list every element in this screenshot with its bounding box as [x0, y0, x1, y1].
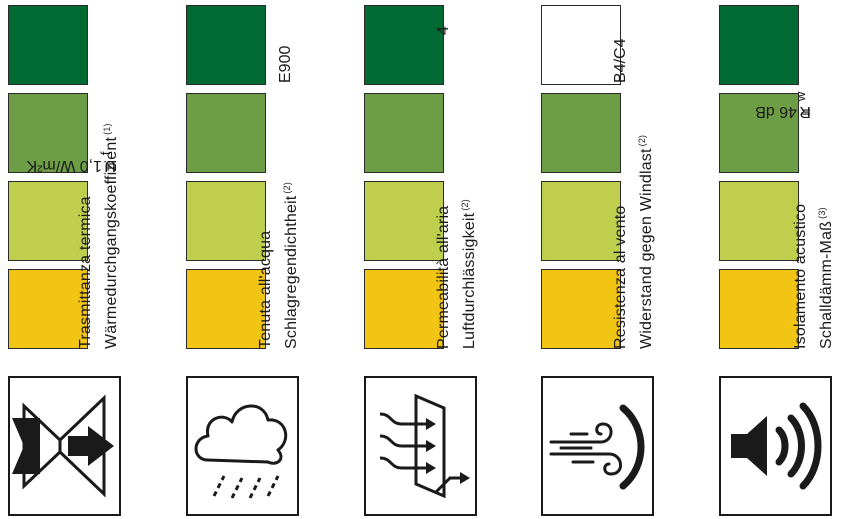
footnote-marker: (3): [817, 207, 827, 219]
value-label: B4/C4: [612, 38, 629, 83]
rating-swatch-4: [8, 269, 88, 349]
rating-swatch-3: [364, 181, 444, 261]
rating-column-air: 4 Permeabilità all'aria Luftdurchlässigk…: [356, 0, 496, 519]
rain-cloud-icon: [186, 376, 299, 516]
rating-column-wind: B4/C4 Resistenza al vento Widerstand geg…: [533, 0, 673, 519]
rating-swatch-1: [186, 5, 266, 85]
rating-swatch-4: [541, 269, 621, 349]
rating-swatch-1: [541, 5, 621, 85]
label-italian: Resistenza al vento: [612, 205, 629, 349]
label-italian: Tenuta all'acqua: [257, 230, 274, 349]
label-german: Luftdurchlässigkeit: [461, 212, 478, 349]
label-italian: Permeabilità all'aria: [435, 205, 452, 349]
rating-swatch-2: [8, 93, 88, 173]
rating-swatch-3: [8, 181, 88, 261]
rating-swatch-4: [186, 269, 266, 349]
rating-swatch-2: [541, 93, 621, 173]
value-label: 4: [435, 26, 452, 35]
rating-swatch-2: [186, 93, 266, 173]
property-label: Resistenza al vento Widerstand gegen Win…: [611, 135, 655, 349]
rating-swatch-2: [364, 93, 444, 173]
footnote-marker: (1): [102, 123, 112, 135]
thermal-transmittance-icon: [8, 376, 121, 516]
label-german: Widerstand gegen Windlast: [638, 148, 655, 349]
rating-swatch-2: [719, 93, 799, 173]
rating-swatch-4: [364, 269, 444, 349]
footnote-marker: (2): [637, 134, 647, 147]
property-label: Permeabilità all'aria Luftdurchlässigkei…: [434, 199, 478, 349]
rating-swatch-4: [719, 269, 799, 349]
rating-column-water: E900 Tenuta all'acqua Schlagregendichthe…: [178, 0, 318, 519]
air-permeability-icon: [364, 376, 477, 516]
label-italian: Trasmittanza termica: [77, 196, 94, 349]
rating-swatch-3: [186, 181, 266, 261]
label-german: Wärmedurchgangskoeffizient: [103, 136, 120, 349]
property-label: Tenuta all'acqua Schlagregendichtheit(2): [256, 182, 300, 349]
speaker-sound-icon: [719, 376, 832, 516]
rating-swatch-3: [719, 181, 799, 261]
rating-swatch-3: [541, 181, 621, 261]
rating-swatch-1: [8, 5, 88, 85]
label-italian: Isolamento acustico: [792, 203, 809, 349]
label-german: Schlagregendichtheit: [283, 195, 300, 349]
property-label: Isolamento acustico Schalldämm-Maß(3): [791, 203, 835, 349]
wind-resistance-icon: [541, 376, 654, 516]
label-german: Schalldämm-Maß: [818, 220, 835, 349]
rating-swatch-1: [364, 5, 444, 85]
rating-swatch-1: [719, 5, 799, 85]
property-label: Trasmittanza termica Wärmedurchgangskoef…: [76, 123, 120, 349]
footnote-marker: (2): [282, 181, 292, 194]
value-label: E900: [277, 45, 294, 83]
footnote-marker: (2): [460, 199, 470, 211]
